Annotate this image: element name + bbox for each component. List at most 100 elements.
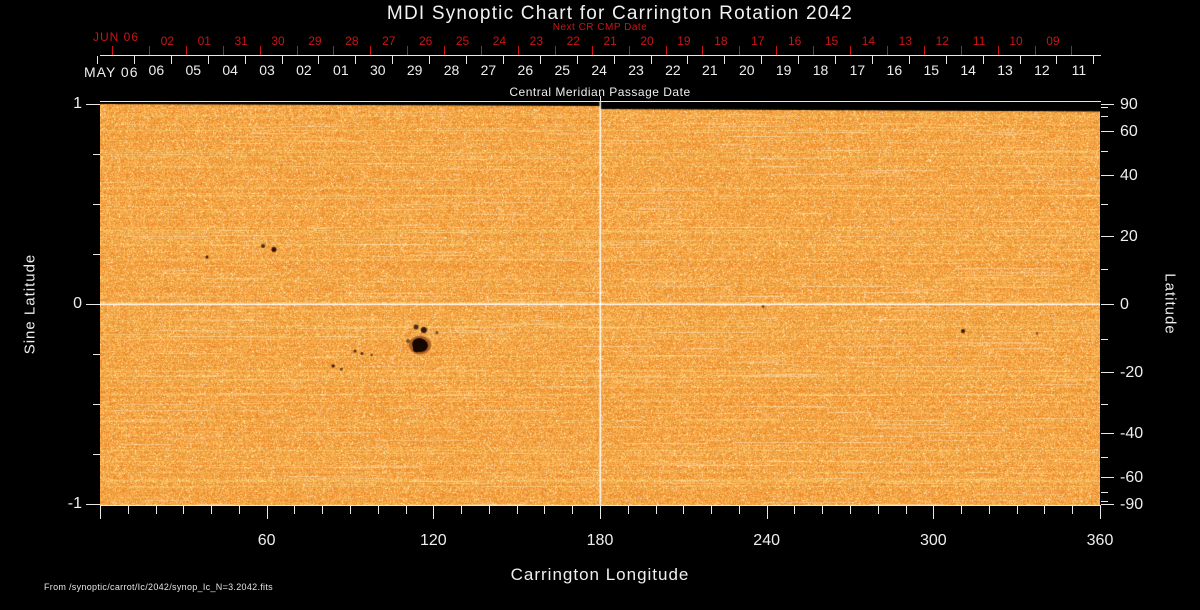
cmp-tick [1093, 56, 1094, 64]
longitude-tick [239, 506, 240, 514]
longitude-tick [1072, 506, 1073, 514]
cmp-tick [614, 56, 615, 64]
latitude-tick [1101, 151, 1108, 152]
next-cr-tick [887, 46, 888, 55]
cmp-day-label: 25 [554, 62, 570, 78]
latitude-tick [1101, 107, 1108, 108]
cmp-tick [1056, 56, 1057, 64]
cmp-tick [761, 56, 762, 64]
latitude-tick-label: 90 [1120, 96, 1138, 114]
next-cr-day-label: 01 [198, 34, 211, 48]
longitude-tick [628, 506, 629, 514]
next-cr-day-label: 21 [603, 34, 616, 48]
cmp-tick [318, 56, 319, 64]
latitude-tick [1101, 457, 1108, 458]
cmp-tick [171, 56, 172, 64]
sine-latitude-tick [86, 104, 100, 105]
longitude-tick [683, 506, 684, 514]
longitude-tick [878, 506, 879, 514]
latitude-tick [1101, 433, 1114, 434]
cmp-tick [651, 56, 652, 64]
cmp-day-label: 21 [702, 62, 718, 78]
source-file-note: From /synoptic/carrot/Ic/2042/synop_Ic_N… [44, 582, 273, 592]
sine-latitude-tick [93, 204, 100, 205]
cmp-tick [798, 56, 799, 64]
longitude-tick-label: 240 [753, 532, 780, 550]
next-cr-tick [149, 46, 150, 55]
cmp-day-label: 04 [222, 62, 238, 78]
next-cr-month-label: JUN 06 [93, 30, 139, 44]
next-cr-day-label: 12 [936, 34, 949, 48]
cmp-tick [872, 56, 873, 64]
longitude-tick [933, 506, 934, 519]
longitude-tick [156, 506, 157, 514]
next-cr-day-label: 11 [973, 34, 985, 48]
longitude-tick [794, 506, 795, 514]
cmp-day-label: 14 [960, 62, 976, 78]
longitude-tick [906, 506, 907, 514]
latitude-tick [1101, 269, 1108, 270]
latitude-tick-label: -60 [1120, 469, 1143, 487]
next-cr-day-label: 02 [161, 34, 174, 48]
y-right-axis-title: Latitude [1162, 273, 1179, 334]
longitude-tick [1100, 506, 1101, 519]
sine-latitude-tick [93, 254, 100, 255]
longitude-tick [294, 506, 295, 514]
latitude-tick [1101, 404, 1108, 405]
next-cr-day-label: 31 [234, 34, 247, 48]
meridian-ref-tick [600, 96, 601, 101]
cmp-tick [909, 56, 910, 64]
next-cr-day-label: 16 [788, 34, 801, 48]
cmp-day-label: 23 [628, 62, 644, 78]
cmp-tick [392, 56, 393, 64]
longitude-tick [600, 506, 601, 519]
cmp-day-label: 05 [185, 62, 201, 78]
latitude-tick-label: -90 [1120, 496, 1143, 514]
cmp-day-label: 11 [1072, 62, 1087, 78]
cmp-day-label: 27 [481, 62, 497, 78]
cmp-day-label: 01 [333, 62, 349, 78]
longitude-tick [406, 506, 407, 514]
next-cr-day-label: 15 [825, 34, 838, 48]
next-cr-tick [850, 46, 851, 55]
next-cr-tick [370, 46, 371, 55]
cmp-day-label: 17 [850, 62, 866, 78]
latitude-tick [1101, 372, 1114, 373]
latitude-tick [1101, 504, 1114, 505]
next-cr-day-label: 19 [677, 34, 690, 48]
next-cr-day-label: 23 [530, 34, 543, 48]
next-cr-day-label: 18 [714, 34, 727, 48]
next-cr-tick [666, 46, 667, 55]
cmp-day-label: 28 [444, 62, 460, 78]
cmp-tick [97, 56, 98, 64]
mdi-synoptic-chart: MDI Synoptic Chart for Carrington Rotati… [0, 0, 1200, 610]
longitude-tick [489, 506, 490, 514]
next-cr-day-label: 28 [345, 34, 358, 48]
cmp-day-label: 03 [259, 62, 275, 78]
sine-latitude-tick-label: -1 [52, 495, 82, 513]
synoptic-map-canvas [100, 102, 1100, 505]
longitude-tick [544, 506, 545, 514]
longitude-tick-label: 60 [258, 532, 276, 550]
longitude-tick [211, 506, 212, 514]
cmp-tick [540, 56, 541, 64]
latitude-tick-label: -40 [1120, 425, 1143, 443]
cmp-day-label: 18 [813, 62, 829, 78]
latitude-tick [1101, 339, 1108, 340]
longitude-tick-label: 180 [587, 532, 614, 550]
latitude-tick-label: 40 [1120, 167, 1138, 185]
cmp-tick [687, 56, 688, 64]
sine-latitude-tick [86, 304, 100, 305]
longitude-tick-label: 360 [1087, 532, 1114, 550]
cmp-tick [134, 56, 135, 64]
cmp-tick [724, 56, 725, 64]
longitude-tick [267, 506, 268, 519]
next-cr-tick [297, 46, 298, 55]
next-cr-day-label: 24 [493, 34, 506, 48]
next-cr-day-label: 17 [751, 34, 764, 48]
longitude-tick [183, 506, 184, 514]
next-cr-tick [1071, 46, 1072, 55]
cmp-tick [983, 56, 984, 64]
cmp-day-label: 26 [518, 62, 534, 78]
cmp-day-label: 02 [296, 62, 312, 78]
